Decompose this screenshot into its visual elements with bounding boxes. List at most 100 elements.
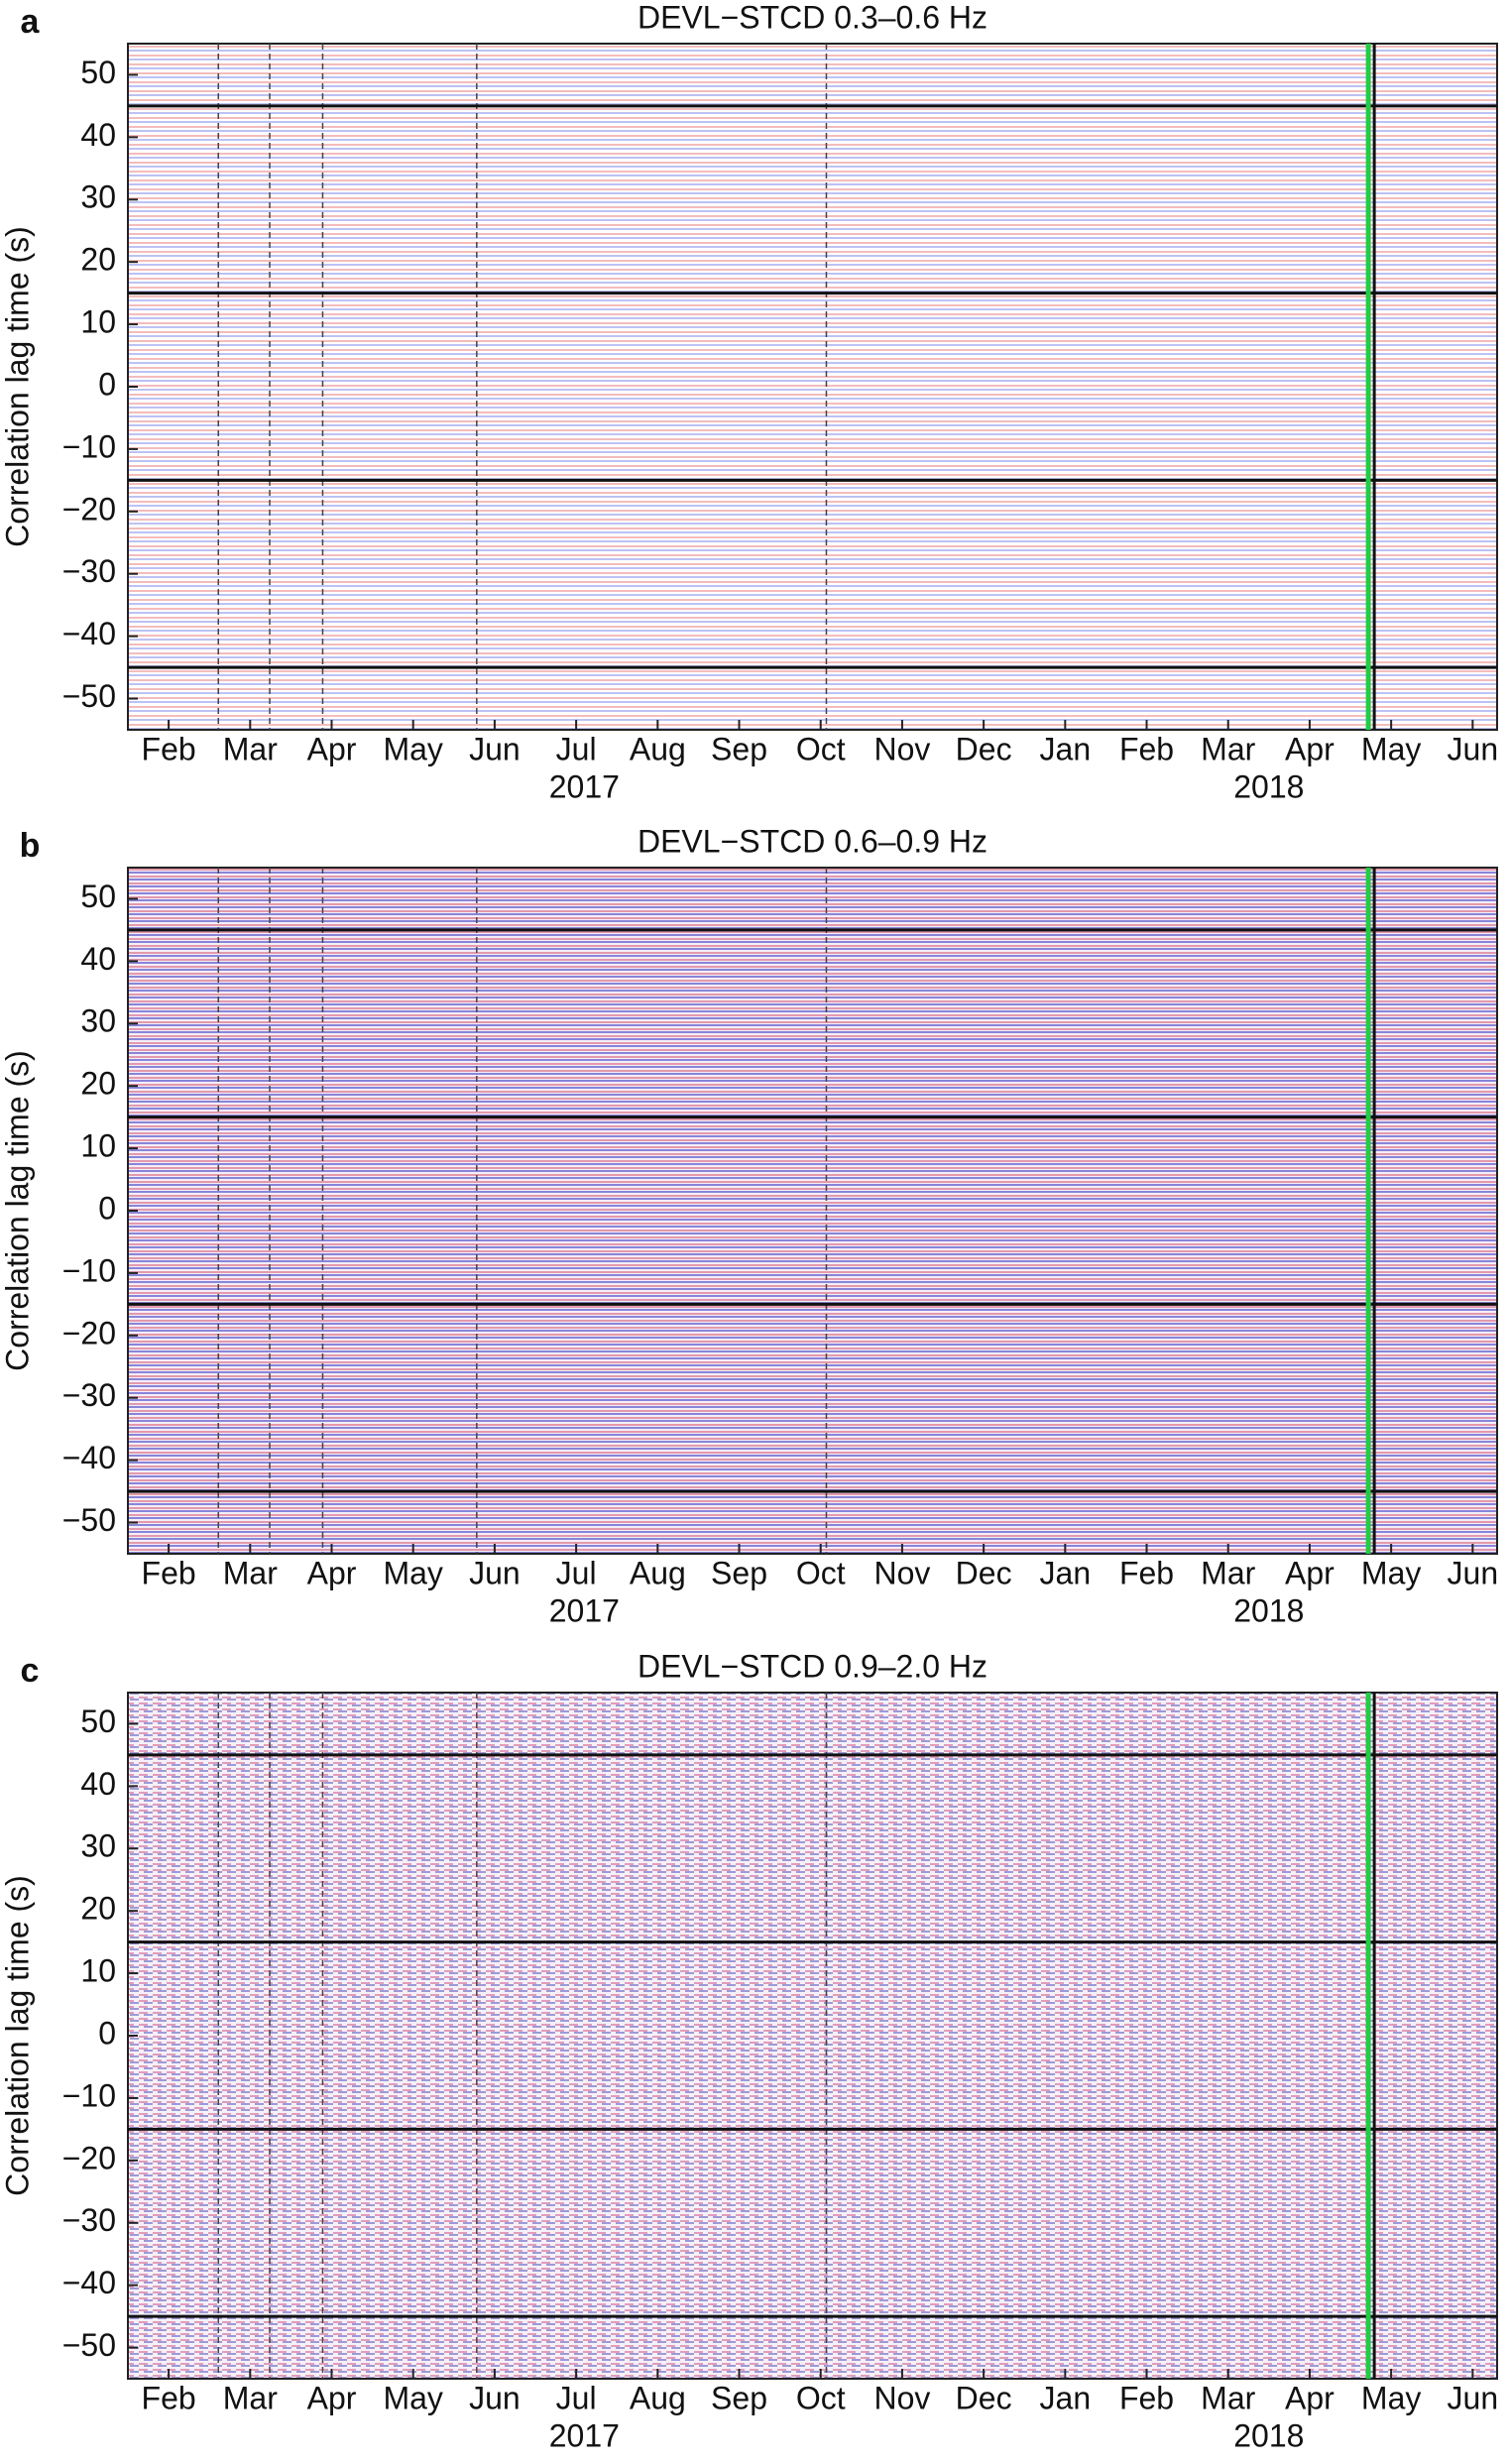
x-tick-label: Nov: [873, 731, 930, 766]
y-tick-label: 50: [80, 55, 116, 90]
chart-title: DEVL−STCD 0.3–0.6 Hz: [638, 0, 987, 35]
y-tick-label: −30: [62, 1377, 116, 1413]
y-tick-label: 10: [80, 304, 116, 340]
x-tick-label: Oct: [796, 731, 846, 766]
x-tick-label: Dec: [956, 731, 1012, 766]
x-tick-label: Oct: [796, 1555, 846, 1590]
y-tick-label: −40: [62, 616, 116, 651]
x-tick-label: Jan: [1040, 1555, 1092, 1590]
y-tick-label: 0: [98, 1190, 116, 1226]
x-tick-label: May: [383, 731, 442, 766]
x-tick-label: Mar: [1201, 2380, 1255, 2415]
year-label: 2017: [549, 1592, 620, 1628]
y-tick-label: 30: [80, 1003, 116, 1039]
y-tick-label: 0: [98, 2015, 116, 2051]
y-tick-label: 20: [80, 242, 116, 278]
x-tick-label: Feb: [142, 1555, 196, 1590]
y-tick-label: 40: [80, 1766, 116, 1802]
x-tick-label: Apr: [307, 1555, 357, 1590]
x-tick-label: Apr: [1285, 1555, 1335, 1590]
x-tick-label: Oct: [796, 2380, 846, 2415]
x-tick-label: Jul: [556, 731, 597, 766]
x-tick-label: Jun: [469, 1555, 521, 1590]
x-tick-label: Feb: [1119, 2380, 1174, 2415]
y-tick-label: −10: [62, 1252, 116, 1288]
panel-label: b: [20, 827, 41, 865]
y-tick-label: −20: [62, 2140, 116, 2175]
x-tick-label: Sep: [711, 2380, 767, 2415]
y-tick-label: 50: [80, 879, 116, 914]
year-label: 2018: [1233, 1592, 1304, 1628]
chart-title: DEVL−STCD 0.6–0.9 Hz: [638, 823, 987, 859]
y-tick-label: 50: [80, 1703, 116, 1739]
x-tick-label: Apr: [307, 731, 357, 766]
y-tick-label: 20: [80, 1891, 116, 1927]
y-tick-label: −40: [62, 2265, 116, 2300]
x-tick-label: Aug: [630, 731, 686, 766]
y-tick-label: 0: [98, 366, 116, 402]
year-label: 2018: [1233, 2417, 1304, 2453]
y-tick-label: 20: [80, 1066, 116, 1102]
x-tick-label: Jan: [1040, 2380, 1092, 2415]
y-tick-label: 10: [80, 1953, 116, 1989]
year-label: 2017: [549, 768, 620, 804]
x-tick-label: Apr: [1285, 731, 1335, 766]
x-tick-label: Aug: [630, 2380, 686, 2415]
x-tick-label: Apr: [1285, 2380, 1335, 2415]
y-tick-label: −30: [62, 553, 116, 589]
y-tick-label: −50: [62, 1502, 116, 1538]
x-tick-label: Mar: [223, 731, 278, 766]
x-tick-label: Jul: [556, 1555, 597, 1590]
x-tick-label: Jun: [469, 2380, 521, 2415]
y-tick-label: −50: [62, 2327, 116, 2363]
x-tick-label: May: [383, 1555, 442, 1590]
heatmap-image: [128, 868, 1497, 1554]
x-tick-label: May: [1361, 2380, 1421, 2415]
x-tick-label: May: [1361, 731, 1421, 766]
x-tick-label: Apr: [307, 2380, 357, 2415]
y-tick-label: −40: [62, 1440, 116, 1475]
x-tick-label: Jun: [1448, 2380, 1499, 2415]
x-tick-label: Feb: [142, 731, 196, 766]
year-label: 2017: [549, 2417, 620, 2453]
panel-label: a: [21, 3, 41, 41]
x-tick-label: Jun: [1448, 731, 1499, 766]
x-tick-label: Jul: [556, 2380, 597, 2415]
x-tick-label: Jun: [469, 731, 521, 766]
x-tick-label: Jan: [1040, 731, 1092, 766]
x-tick-label: May: [1361, 1555, 1421, 1590]
year-label: 2018: [1233, 768, 1304, 804]
x-tick-label: Aug: [630, 1555, 686, 1590]
y-tick-label: −50: [62, 678, 116, 714]
y-tick-label: 40: [80, 941, 116, 977]
y-tick-label: 30: [80, 1828, 116, 1864]
x-tick-label: Jun: [1448, 1555, 1499, 1590]
panel-label: c: [21, 1652, 40, 1690]
x-tick-label: Feb: [142, 2380, 196, 2415]
y-tick-label: −20: [62, 1315, 116, 1350]
x-tick-label: Feb: [1119, 1555, 1174, 1590]
x-tick-label: Dec: [956, 1555, 1012, 1590]
x-tick-label: Mar: [1201, 731, 1255, 766]
y-axis-label: Correlation lag time (s): [0, 1050, 35, 1371]
y-tick-label: −20: [62, 491, 116, 527]
y-tick-label: 40: [80, 117, 116, 153]
y-axis-label: Correlation lag time (s): [0, 226, 35, 547]
x-tick-label: Dec: [956, 2380, 1012, 2415]
x-tick-label: Sep: [711, 1555, 767, 1590]
x-tick-label: Feb: [1119, 731, 1174, 766]
x-tick-label: Mar: [223, 1555, 278, 1590]
x-tick-label: Nov: [873, 2380, 930, 2415]
y-tick-label: −30: [62, 2202, 116, 2238]
x-tick-label: Mar: [223, 2380, 278, 2415]
chart-title: DEVL−STCD 0.9–2.0 Hz: [638, 1648, 987, 1684]
heatmap-image: [128, 44, 1497, 730]
y-tick-label: 30: [80, 179, 116, 215]
x-tick-label: May: [383, 2380, 442, 2415]
x-tick-label: Sep: [711, 731, 767, 766]
y-tick-label: 10: [80, 1128, 116, 1164]
y-axis-label: Correlation lag time (s): [0, 1875, 35, 2196]
heatmap-image: [128, 1693, 1497, 2379]
x-tick-label: Mar: [1201, 1555, 1255, 1590]
